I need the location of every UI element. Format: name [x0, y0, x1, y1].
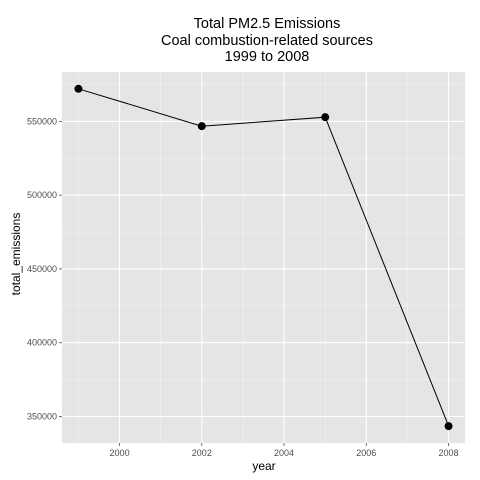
chart-title-line-2: Coal combustion-related sources	[161, 33, 373, 49]
x-tick-label: 2006	[356, 448, 376, 458]
y-tick-label: 450000	[27, 264, 57, 274]
x-tick-label: 2000	[110, 448, 130, 458]
x-axis: 2000 2002 2004 2006 2008	[110, 443, 459, 458]
y-tick-label: 350000	[27, 411, 57, 421]
data-point	[74, 85, 82, 93]
y-tick-label: 400000	[27, 338, 57, 348]
data-point	[445, 422, 453, 430]
x-tick-label: 2004	[274, 448, 294, 458]
plot-panel	[62, 72, 465, 443]
chart-title-line-3: 1999 to 2008	[225, 49, 310, 65]
data-point	[198, 122, 206, 130]
chart-title: Total PM2.5 Emissions Coal combustion-re…	[161, 16, 373, 65]
y-tick-label: 500000	[27, 190, 57, 200]
y-tick-label: 550000	[27, 116, 57, 126]
y-axis-title: total_emissions	[9, 213, 23, 296]
data-point	[321, 113, 329, 121]
x-axis-title: year	[252, 459, 275, 473]
chart-title-line-1: Total PM2.5 Emissions	[194, 16, 341, 32]
x-tick-label: 2002	[192, 448, 212, 458]
x-tick-label: 2008	[439, 448, 459, 458]
y-axis: 350000 400000 450000 500000 550000	[27, 116, 62, 421]
